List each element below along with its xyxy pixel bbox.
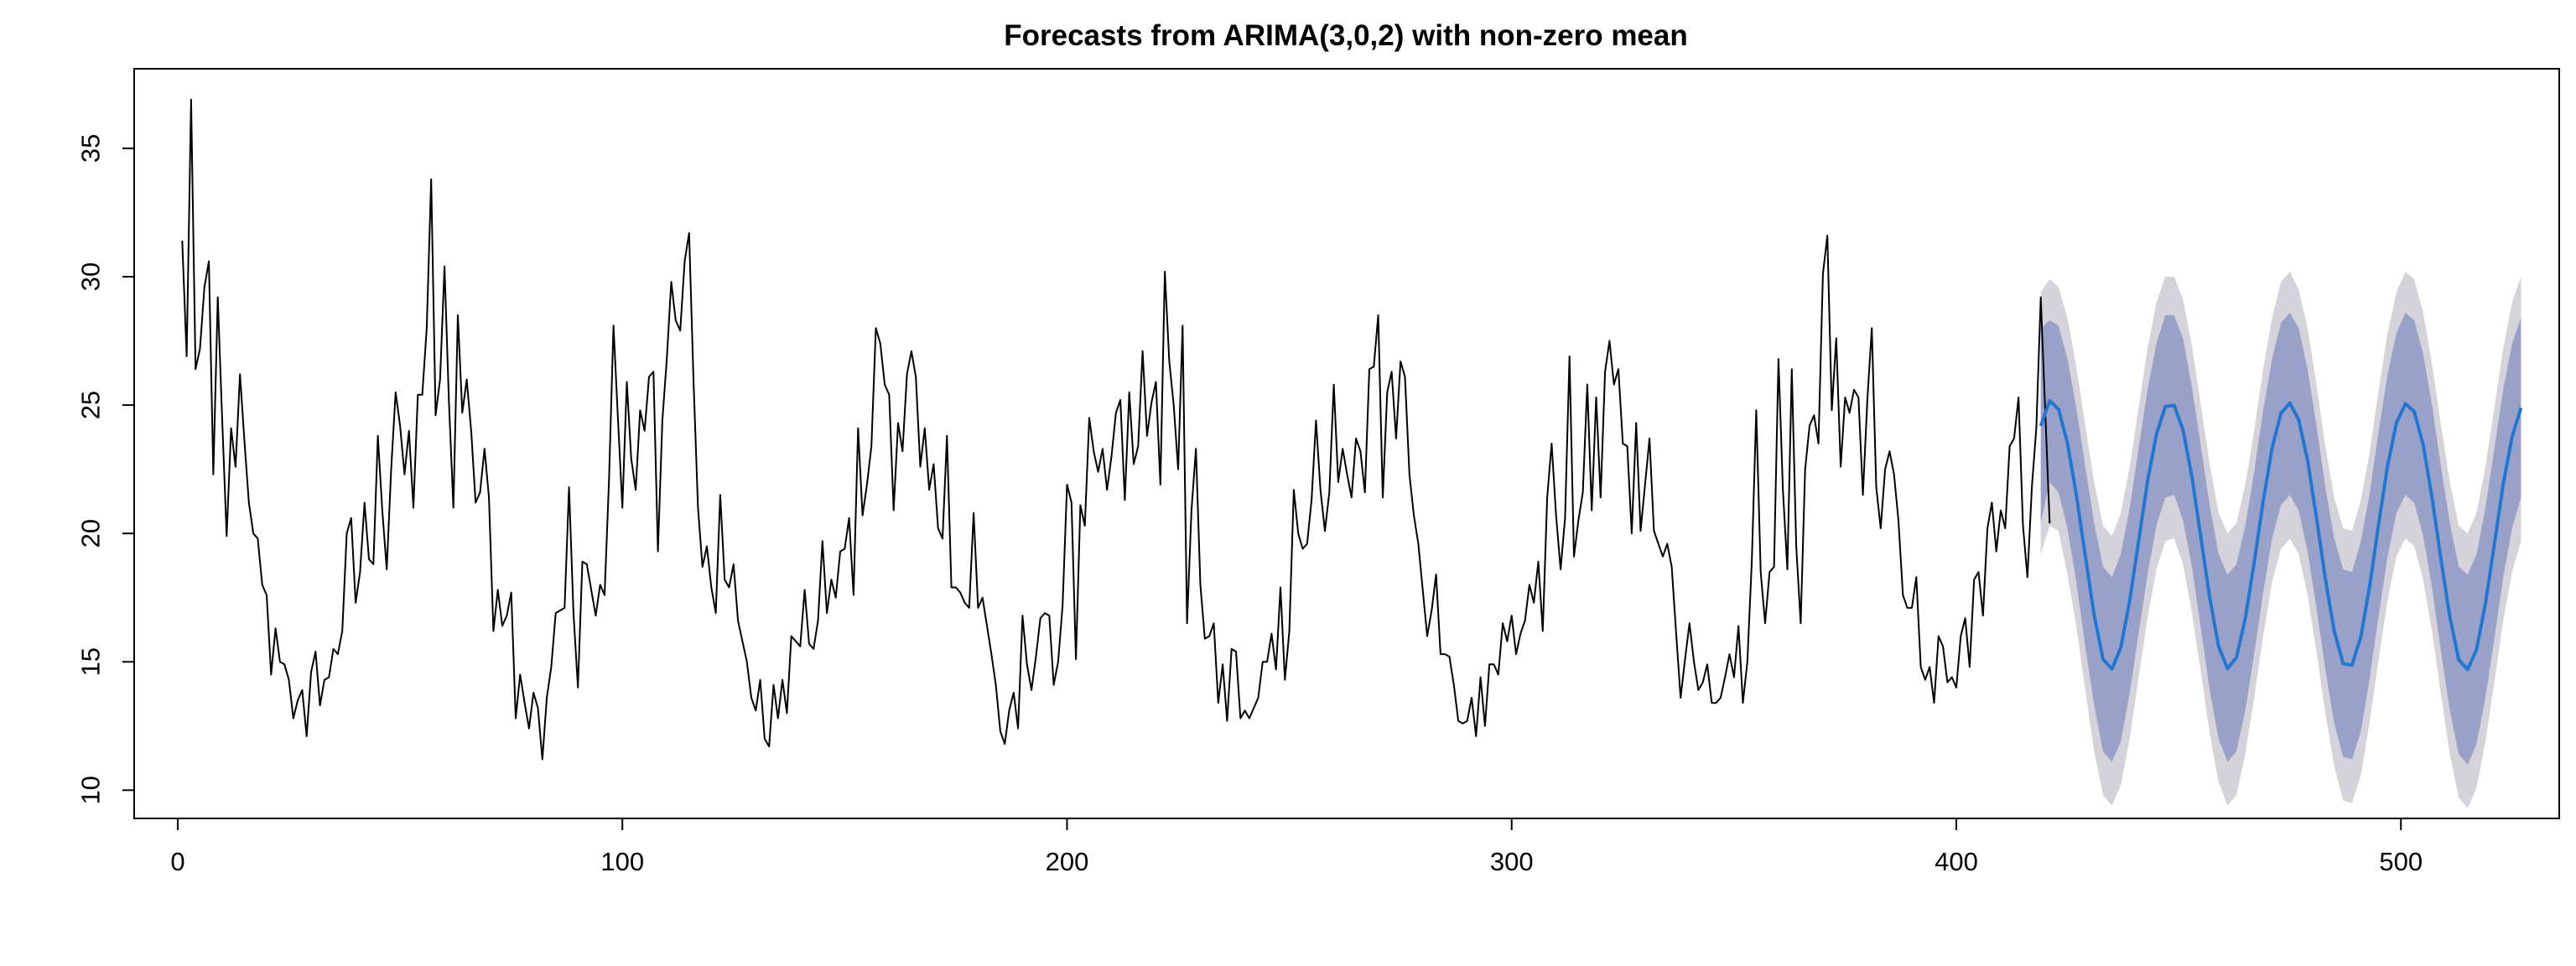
x-tick-label: 100 bbox=[600, 847, 644, 876]
forecast-mean-line bbox=[2038, 398, 2523, 672]
y-tick-label: 35 bbox=[76, 134, 106, 163]
x-tick-label: 200 bbox=[1046, 847, 1089, 876]
observed-line bbox=[181, 98, 2051, 761]
forecast-series bbox=[2038, 398, 2523, 672]
x-tick-label: 0 bbox=[170, 847, 184, 876]
observed-series bbox=[181, 98, 2051, 761]
x-tick-label: 500 bbox=[2379, 847, 2423, 876]
y-tick-label: 30 bbox=[76, 262, 106, 291]
y-tick-label: 20 bbox=[76, 519, 106, 548]
x-tick-label: 300 bbox=[1490, 847, 1534, 876]
y-tick-label: 25 bbox=[76, 391, 106, 419]
x-axis: 0 100 200 300 400 500 bbox=[170, 818, 2423, 876]
y-axis: 10 15 20 25 30 35 bbox=[76, 134, 135, 805]
y-tick-label: 10 bbox=[76, 776, 106, 804]
chart-title: Forecasts from ARIMA(3,0,2) with non-zer… bbox=[1004, 19, 1688, 52]
y-tick-label: 15 bbox=[76, 647, 106, 676]
x-tick-label: 400 bbox=[1935, 847, 1978, 876]
